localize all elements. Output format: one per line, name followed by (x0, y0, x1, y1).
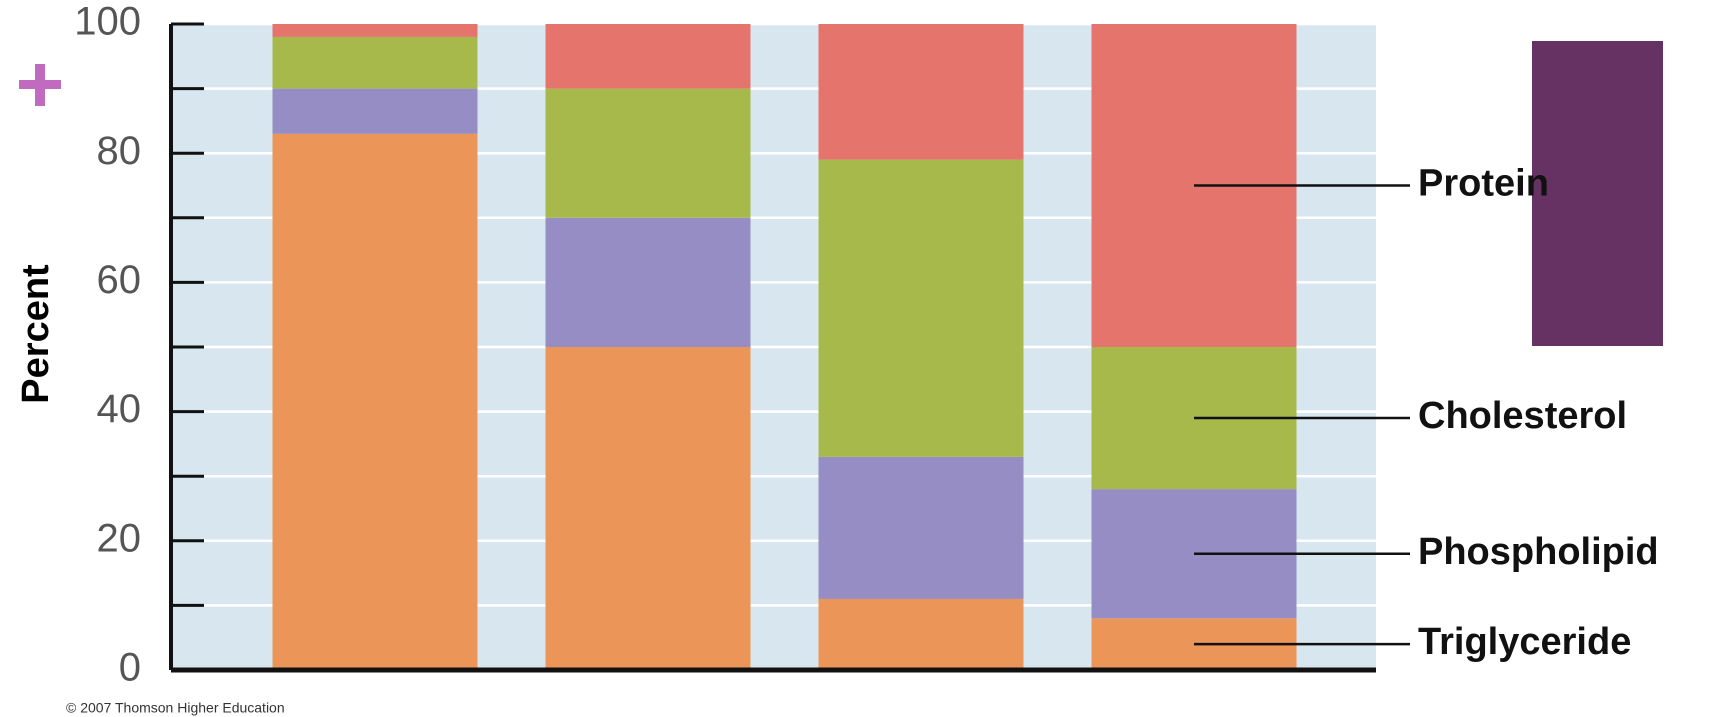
credit: © 2007 Thomson Higher Education (66, 700, 285, 716)
y-axis-label: Percent (15, 264, 57, 404)
bar-segment (545, 24, 751, 89)
y-tick-label: 80 (97, 129, 142, 173)
y-tick-label: 20 (97, 516, 142, 560)
y-tick-label: 40 (97, 387, 142, 431)
axes: 0 20 40 60 80 100 (74, 0, 1376, 690)
plus-sign (19, 64, 61, 106)
bar-segment (818, 456, 1024, 599)
legend-label: Triglyceride (1418, 621, 1631, 663)
bar-segment (818, 159, 1024, 457)
bar-segment (272, 36, 478, 89)
bar-segment (818, 24, 1024, 160)
y-tick-label: 100 (74, 0, 141, 44)
bar-segment (545, 347, 751, 670)
decoration-block (1532, 41, 1663, 346)
bar-segment (545, 217, 751, 347)
y-tick-label: 60 (97, 258, 142, 302)
y-tick-label: 0 (119, 646, 141, 690)
legend-label: Phospholipid (1418, 531, 1659, 573)
bar-segment (272, 88, 478, 134)
legend-label: Cholesterol (1418, 395, 1627, 437)
bar-segment (272, 24, 478, 37)
bar-segment (272, 133, 478, 670)
bar-segment (818, 598, 1024, 670)
legend-label: Protein (1418, 163, 1549, 205)
legend: Triglyceride Phospholipid Cholesterol Prote… (1194, 163, 1659, 663)
bar-segment (545, 88, 751, 218)
